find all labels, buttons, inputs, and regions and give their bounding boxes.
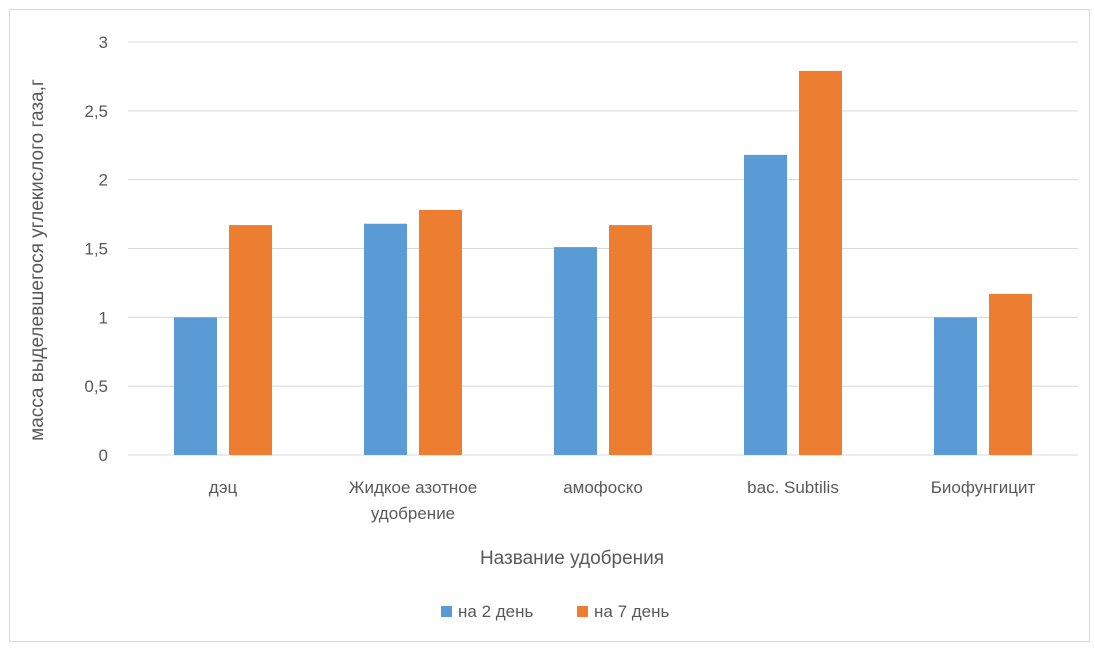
bar-day7 <box>419 209 462 455</box>
bar-day2 <box>744 154 787 456</box>
bar-day7 <box>799 70 842 455</box>
bar-day7 <box>229 225 272 455</box>
y-tick-label: 0 <box>99 446 108 465</box>
y-tick-label: 2,5 <box>84 102 108 121</box>
gridlines <box>128 41 1078 456</box>
bar-day2 <box>364 223 407 455</box>
legend-label: на 7 день <box>594 602 670 621</box>
legend-swatch <box>441 606 452 617</box>
category-label: удобрение <box>371 504 455 523</box>
y-tick-label: 0,5 <box>84 377 108 396</box>
bars <box>174 70 1032 456</box>
y-tick-label: 3 <box>99 33 108 52</box>
bar-day2 <box>934 317 977 455</box>
bar-day7 <box>609 225 652 455</box>
y-tick-label: 2 <box>99 171 108 190</box>
category-label: дэц <box>209 478 238 497</box>
category-label: bac. Subtilis <box>747 478 839 497</box>
y-axis-title: масса выделевшегося углекислого газа,г <box>27 79 48 441</box>
category-label: Биофунгицит <box>931 478 1036 497</box>
category-label: амофоско <box>563 478 643 497</box>
y-tick-label: 1 <box>99 308 108 327</box>
legend-swatch <box>577 606 588 617</box>
y-tick-labels: 0 0,5 1 1,5 2 2,5 3 <box>84 33 108 465</box>
bar-day2 <box>554 247 597 455</box>
y-tick-label: 1,5 <box>84 240 108 259</box>
bar-day7 <box>989 293 1032 455</box>
legend-label: на 2 день <box>458 602 534 621</box>
legend: на 2 день на 7 день <box>441 602 670 621</box>
category-labels: дэц Жидкое азотное удобрение амофоско bac. S… <box>209 478 1036 523</box>
x-axis-title: Название удобрения <box>480 548 664 569</box>
bar-day2 <box>174 317 217 455</box>
category-label: Жидкое азотное <box>349 478 477 497</box>
